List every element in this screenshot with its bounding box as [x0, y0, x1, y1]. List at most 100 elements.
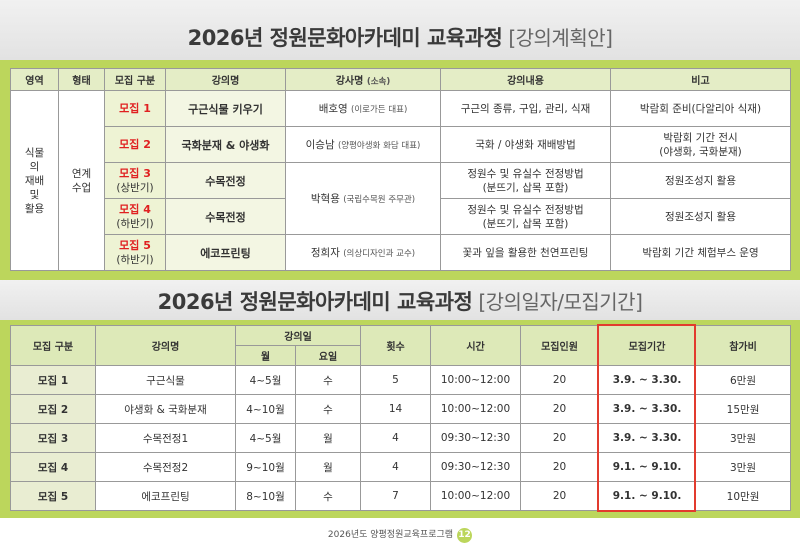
course-cell: 구근식물 키우기: [165, 90, 286, 127]
note-cell: 박람회 기간 체험부스 운영: [610, 234, 791, 271]
header-cell: 강사명 (소속): [285, 68, 441, 91]
cell-line: 박람회 준비(다알리아 식재): [639, 102, 762, 115]
content-cell: 구근의 종류, 구입, 관리, 식재: [440, 90, 611, 127]
instructor-name: 박혁용: [310, 193, 340, 205]
cell: 15만원: [695, 394, 792, 424]
cell: 모집 1: [10, 365, 96, 395]
table-row: 모집 3 수목전정1 4~5월 월 4 09:30~12:30 20 3.9. ~ 3.30.…: [10, 423, 792, 453]
content-cell: 정원수 및 유실수 전정방법 (분뜨기, 삽목 포함): [440, 198, 611, 235]
header-note: (소속): [366, 77, 391, 87]
subheader-cell: 요일: [294, 345, 362, 366]
instructor-cell: 배호영 (이로가든 대표): [285, 90, 441, 127]
page-number: 12: [457, 528, 473, 543]
title: 2026년 정원문화아카데미 교육과정 [강의계획안]: [0, 22, 800, 52]
cell-line: 활용: [24, 202, 45, 215]
cell: 에코프린팅: [95, 481, 236, 511]
header-cell: 시간: [430, 325, 522, 366]
header-cell: 참가비: [695, 325, 792, 366]
group-name: 모집 3: [119, 166, 151, 180]
instructor-cell: 이승남 (양평야생화 화담 대표): [285, 126, 441, 163]
cell: 6만원: [695, 365, 792, 395]
cell-line: 정원수 및 유실수 전정방법: [467, 167, 584, 180]
group-cell: 모집 5 (하반기): [104, 234, 166, 271]
group-period: (하반기): [116, 217, 154, 230]
title-main: 2026년 정원문화아카데미 교육과정: [157, 290, 473, 314]
table-row: 모집 2 국화분재 & 야생화 이승남 (양평야생화 화담 대표) 국화 / 야생화 …: [11, 126, 791, 163]
cell: 4~10월: [235, 394, 296, 424]
plan-table: 영역 형태 모집 구분 강의명 강사명 (소속) 강의내용 비고 식물 의 재배 및 활…: [10, 68, 791, 271]
table-row: 모집 5 (하반기) 에코프린팅 정희자 (의상디자인과 교수) 꽃과 잎을 활용한 천…: [11, 234, 791, 271]
header-cell: 모집 구분: [104, 68, 166, 91]
cell: 10:00~12:00: [430, 481, 522, 511]
course-cell: 국화분재 & 야생화: [165, 126, 286, 163]
instructor-cell: 정희자 (의상디자인과 교수): [285, 234, 441, 271]
cell: 9.1. ~ 9.10.: [598, 452, 697, 482]
header-cell: 강의내용: [440, 68, 611, 91]
schedule-table: 모집 구분 강의명 강의일 횟수 시간 모집인원 모집기간 참가비 월 요일 모…: [10, 325, 792, 511]
cell: 3.9. ~ 3.30.: [598, 365, 697, 395]
cell: 3만원: [695, 423, 792, 453]
cell: 8~10월: [235, 481, 296, 511]
title-band: [0, 280, 800, 320]
cell: 수: [294, 481, 362, 511]
cell: 09:30~12:30: [430, 423, 522, 453]
cell-line: 국화 / 야생화 재배방법: [475, 138, 576, 151]
cell: 14: [360, 394, 432, 424]
course-cell: 수목전정: [165, 198, 286, 235]
title-sub: [강의계획안]: [508, 26, 613, 50]
title: 2026년 정원문화아카데미 교육과정 [강의일자/모집기간]: [0, 286, 800, 316]
cell: 10만원: [695, 481, 792, 511]
cell: 수목전정2: [95, 452, 236, 482]
footer: 2026년도 양평정원교육프로그램 12: [0, 527, 800, 543]
cell-line: 연계: [71, 167, 92, 180]
cell-line: (분뜨기, 삽목 포함): [482, 181, 569, 194]
cell: 20: [520, 365, 600, 395]
instructor-affiliation: (의상디자인과 교수): [343, 249, 416, 259]
group-cell: 모집 4 (하반기): [104, 198, 166, 235]
cell: 월: [294, 423, 362, 453]
cell: 3.9. ~ 3.30.: [598, 394, 697, 424]
instructor-affiliation: (국립수목원 주무관): [343, 195, 416, 205]
table-row: 모집 5 에코프린팅 8~10월 수 7 10:00~12:00 20 9.1. ~ 9.10…: [10, 481, 792, 511]
instructor-name: 정희자: [310, 247, 340, 259]
cell-line: 박람회 기간 전시: [663, 131, 738, 144]
group-name: 모집 5: [119, 238, 151, 252]
header-cell: 횟수: [360, 325, 432, 366]
cell: 모집 4: [10, 452, 96, 482]
table-row: 모집 1 구근식물 4~5월 수 5 10:00~12:00 20 3.9. ~ 3.30. 6…: [10, 365, 792, 395]
group-cell: 모집 3 (상반기): [104, 162, 166, 199]
cell-line: 재배: [24, 174, 45, 187]
cell: 20: [520, 394, 600, 424]
header-cell: 영역: [10, 68, 59, 91]
title-sub: [강의일자/모집기간]: [478, 290, 643, 314]
cell: 수: [294, 365, 362, 395]
table-row: 모집 3 (상반기) 수목전정 박혁용 (국립수목원 주무관) 정원수 및 유실수 전정…: [11, 162, 791, 235]
group-cell: 모집 2: [104, 126, 166, 163]
cell-line: 정원조성지 활용: [665, 210, 736, 223]
cell: 10:00~12:00: [430, 365, 522, 395]
cell: 야생화 & 국화분재: [95, 394, 236, 424]
group-name: 모집 4: [119, 202, 151, 216]
cell-line: 꽃과 잎을 활용한 천연프린팅: [462, 246, 589, 259]
header-cell: 모집 구분: [10, 325, 96, 366]
cell: 모집 2: [10, 394, 96, 424]
subheader-cell: 월: [235, 345, 296, 366]
group-name: 모집 2: [119, 137, 151, 151]
title-band: [0, 0, 800, 60]
content-cell: 정원수 및 유실수 전정방법 (분뜨기, 삽목 포함): [440, 162, 611, 199]
cell: 9.1. ~ 9.10.: [598, 481, 697, 511]
group-cell: 모집 1: [104, 90, 166, 127]
cell-line: 및: [29, 188, 40, 201]
cell: 구근식물: [95, 365, 236, 395]
cell: 월: [294, 452, 362, 482]
table-row: 식물 의 재배 및 활용 연계 수업 모집 1 구근식물 키우기 배호영 (이로가든 대표) 구근의…: [10, 90, 791, 271]
cell: 4~5월: [235, 365, 296, 395]
cell: 4: [360, 423, 432, 453]
cell-line: 정원수 및 유실수 전정방법: [467, 203, 584, 216]
title-main: 2026년 정원문화아카데미 교육과정: [187, 26, 503, 50]
course-cell: 수목전정: [165, 162, 286, 199]
note-cell: 박람회 준비(다알리아 식재): [610, 90, 791, 127]
group-name: 모집 1: [119, 101, 151, 115]
instructor-affiliation: (이로가든 대표): [351, 105, 408, 115]
